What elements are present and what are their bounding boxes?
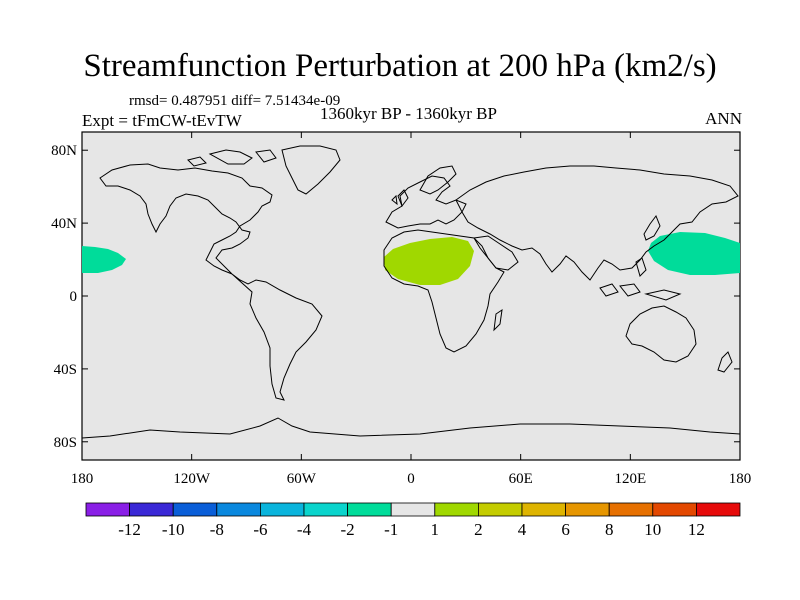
colorbar-swatch <box>434 502 479 517</box>
coast-scandinavia <box>419 165 457 195</box>
colorbar-swatch <box>477 502 523 517</box>
coast-new-zealand <box>717 351 733 373</box>
colorbar-label: 6 <box>561 520 570 539</box>
x-tick-label: 120E <box>614 471 646 487</box>
colorbar-swatch <box>696 502 741 517</box>
chart-title: Streamfunction Perturbation at 200 hPa (… <box>83 48 717 84</box>
coastlines <box>81 145 741 439</box>
coast-greenland <box>281 145 341 195</box>
shade-north-africa <box>384 237 474 285</box>
coast-antarctica <box>81 417 741 439</box>
colorbar-label: -12 <box>118 520 141 539</box>
coast-japan <box>643 214 661 241</box>
colorbar-label: 8 <box>605 520 614 539</box>
shade-east-pacific <box>82 246 126 273</box>
coast-australia <box>625 305 697 363</box>
coast-north-america <box>99 163 273 275</box>
y-tick-label: 40S <box>54 362 77 378</box>
colorbar-swatch <box>129 502 174 517</box>
colorbar-label: -1 <box>384 520 398 539</box>
colorbar-label: 12 <box>688 520 705 539</box>
period-label: 1360kyr BP - 1360kyr BP <box>320 104 497 123</box>
colorbar-label: -8 <box>210 520 224 539</box>
x-tick-label: 0 <box>407 471 415 487</box>
shade-west-pacific <box>648 232 740 275</box>
colorbar-label: -2 <box>341 520 355 539</box>
coast-south-america <box>231 273 323 401</box>
coast-se-asia-islands <box>599 257 682 301</box>
colorbar-label: 4 <box>518 520 527 539</box>
coast-africa <box>383 229 505 353</box>
colorbar-label: -6 <box>253 520 267 539</box>
colorbar-swatch <box>347 502 392 517</box>
colorbar-label: 10 <box>644 520 661 539</box>
colorbar-label: -10 <box>162 520 185 539</box>
colorbar-label: 1 <box>431 520 440 539</box>
y-tick-label: 80S <box>54 435 77 451</box>
x-tick-label: 120W <box>173 471 211 487</box>
colorbar-label: 2 <box>474 520 483 539</box>
colorbar-swatch <box>172 502 218 517</box>
colorbar-label: -4 <box>297 520 312 539</box>
y-tick-label: 80N <box>51 143 77 159</box>
x-tick-label: 60W <box>287 471 317 487</box>
y-tick-label: 0 <box>70 289 78 305</box>
colorbar-swatch <box>216 502 261 517</box>
stats-text: rmsd= 0.487951 diff= 7.51434e-09 <box>129 93 341 109</box>
colorbar-swatch <box>390 502 436 517</box>
coast-arctic-islands <box>187 149 277 167</box>
y-tick-label: 40N <box>51 216 77 232</box>
coast-asia <box>455 165 739 281</box>
x-axis: 180 120W 60W 0 60E 120E 180 <box>71 132 752 487</box>
map-panel <box>81 131 741 461</box>
y-axis: 80N 40N 0 40S 80S <box>51 143 740 451</box>
season-label: ANN <box>705 109 742 128</box>
coast-british-isles <box>391 189 409 208</box>
experiment-label: Expt = tFmCW-tEvTW <box>82 111 242 130</box>
colorbar-swatch <box>652 502 697 517</box>
colorbar-labels: -12 -10 -8 -6 -4 -2 -1 1 2 4 6 8 10 12 <box>118 520 705 539</box>
colorbar-swatch <box>565 502 610 517</box>
colorbar-swatch <box>521 502 566 517</box>
coast-europe <box>385 175 467 229</box>
coast-arabia <box>473 235 519 271</box>
x-tick-label: 180 <box>729 471 752 487</box>
colorbar-swatch <box>608 502 654 517</box>
x-tick-label: 180 <box>71 471 94 487</box>
colorbar-swatch <box>85 502 130 517</box>
colorbar <box>85 502 741 517</box>
x-tick-label: 60E <box>509 471 533 487</box>
colorbar-swatch <box>303 502 348 517</box>
map-background <box>81 131 741 461</box>
colorbar-swatch <box>259 502 305 517</box>
coast-madagascar <box>493 308 503 332</box>
